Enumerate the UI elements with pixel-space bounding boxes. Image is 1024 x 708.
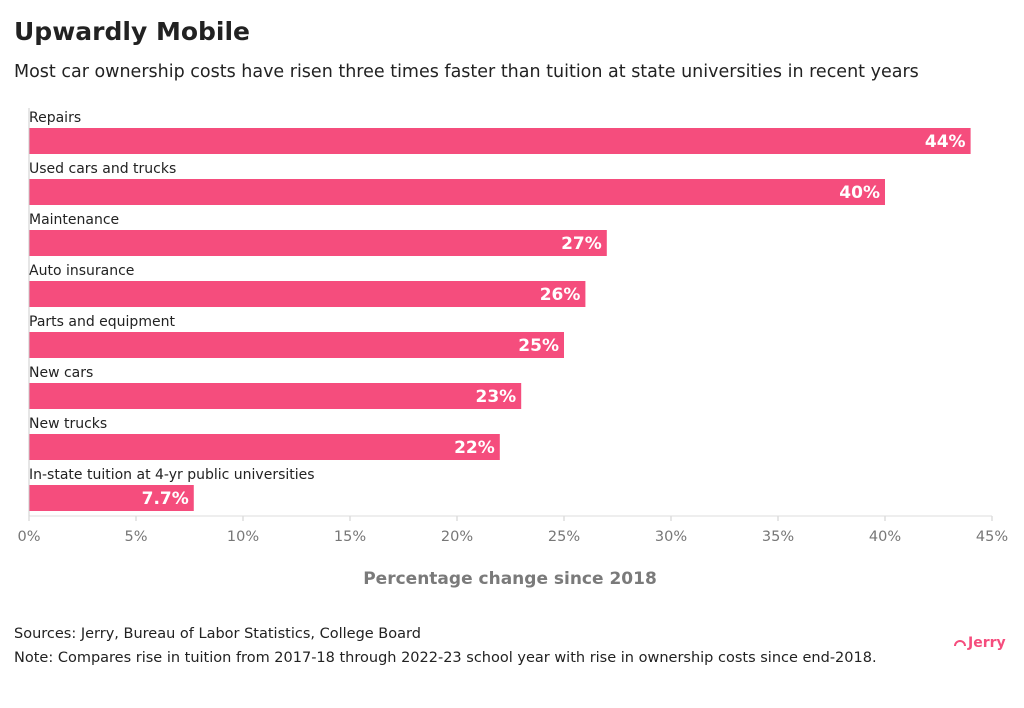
value-label: 40% bbox=[839, 183, 880, 203]
value-label: 26% bbox=[540, 285, 581, 305]
value-label: 25% bbox=[518, 336, 559, 356]
x-tick-label: 40% bbox=[869, 529, 901, 545]
x-tick-label: 45% bbox=[976, 529, 1008, 545]
category-label: New trucks bbox=[29, 416, 107, 432]
source: Sources: Jerry, Bureau of Labor Statisti… bbox=[14, 626, 421, 642]
logo: Jerry bbox=[967, 635, 1006, 651]
bar bbox=[29, 128, 971, 154]
bar bbox=[29, 281, 586, 307]
bar bbox=[29, 230, 607, 256]
x-axis-title: Percentage change since 2018 bbox=[363, 569, 657, 589]
category-label: Auto insurance bbox=[29, 263, 134, 279]
x-tick-label: 25% bbox=[548, 529, 580, 545]
x-tick-label: 20% bbox=[441, 529, 473, 545]
note: Note: Compares rise in tuition from 2017… bbox=[14, 650, 877, 666]
category-label: New cars bbox=[29, 365, 93, 381]
category-label: In-state tuition at 4-yr public universi… bbox=[29, 467, 315, 483]
chart-title: Upwardly Mobile bbox=[14, 17, 250, 46]
x-tick-label: 15% bbox=[334, 529, 366, 545]
chart-subtitle: Most car ownership costs have risen thre… bbox=[14, 62, 919, 82]
bar bbox=[29, 434, 500, 460]
bar bbox=[29, 179, 885, 205]
bar bbox=[29, 485, 194, 511]
bar bbox=[29, 332, 564, 358]
logo-icon bbox=[954, 640, 966, 647]
category-label: Used cars and trucks bbox=[29, 161, 176, 177]
value-label: 23% bbox=[475, 387, 516, 407]
x-tick-label: 30% bbox=[655, 529, 687, 545]
x-tick-label: 5% bbox=[124, 529, 147, 545]
x-tick-label: 0% bbox=[17, 529, 40, 545]
category-label: Maintenance bbox=[29, 212, 119, 228]
value-label: 7.7% bbox=[142, 489, 189, 509]
x-tick-label: 10% bbox=[227, 529, 259, 545]
value-label: 27% bbox=[561, 234, 602, 254]
category-label: Parts and equipment bbox=[29, 314, 175, 330]
value-label: 44% bbox=[925, 132, 966, 152]
value-label: 22% bbox=[454, 438, 495, 458]
x-tick-label: 35% bbox=[762, 529, 794, 545]
bar bbox=[29, 383, 522, 409]
category-label: Repairs bbox=[29, 110, 81, 126]
